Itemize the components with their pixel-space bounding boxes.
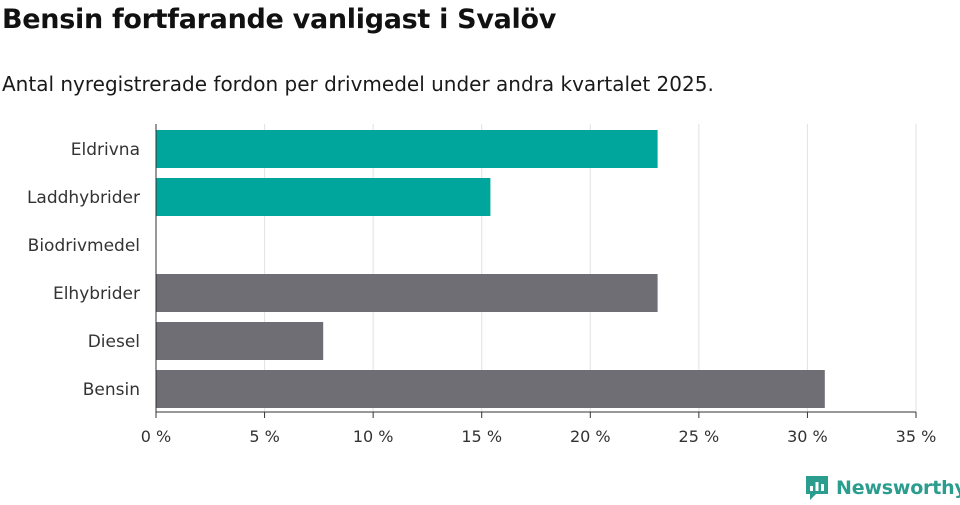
category-label: Elhybrider [53, 284, 140, 304]
x-tick-label: 10 % [353, 427, 394, 446]
brand-logo: Newsworthy [804, 474, 960, 502]
category-label: Bensin [83, 380, 140, 400]
bar [156, 130, 658, 168]
bar [156, 370, 825, 408]
category-label: Laddhybrider [27, 188, 140, 208]
category-label: Biodrivmedel [28, 236, 140, 256]
bar [156, 178, 491, 216]
x-tick-label: 20 % [570, 427, 611, 446]
x-tick-label: 5 % [249, 427, 279, 446]
x-tick-label: 25 % [679, 427, 720, 446]
x-tick-label: 0 % [141, 427, 171, 446]
bar [156, 322, 324, 360]
x-tick-label: 30 % [787, 427, 828, 446]
category-label: Eldrivna [71, 140, 140, 160]
newsworthy-logo-icon [806, 476, 828, 500]
bar-chart: 0 % 5 % 10 % 15 % 20 % 25 % 30 % 35 % Eldrivna La… [27, 124, 937, 446]
bar [156, 274, 658, 312]
chart-subtitle: Antal nyregistrerade fordon per drivmede… [2, 72, 714, 96]
x-tick-label: 35 % [896, 427, 937, 446]
category-label: Diesel [88, 332, 140, 352]
brand-name: Newsworthy [836, 477, 960, 499]
chart-title: Bensin fortfarande vanligast i Svalöv [2, 4, 557, 35]
x-tick-label: 15 % [461, 427, 502, 446]
